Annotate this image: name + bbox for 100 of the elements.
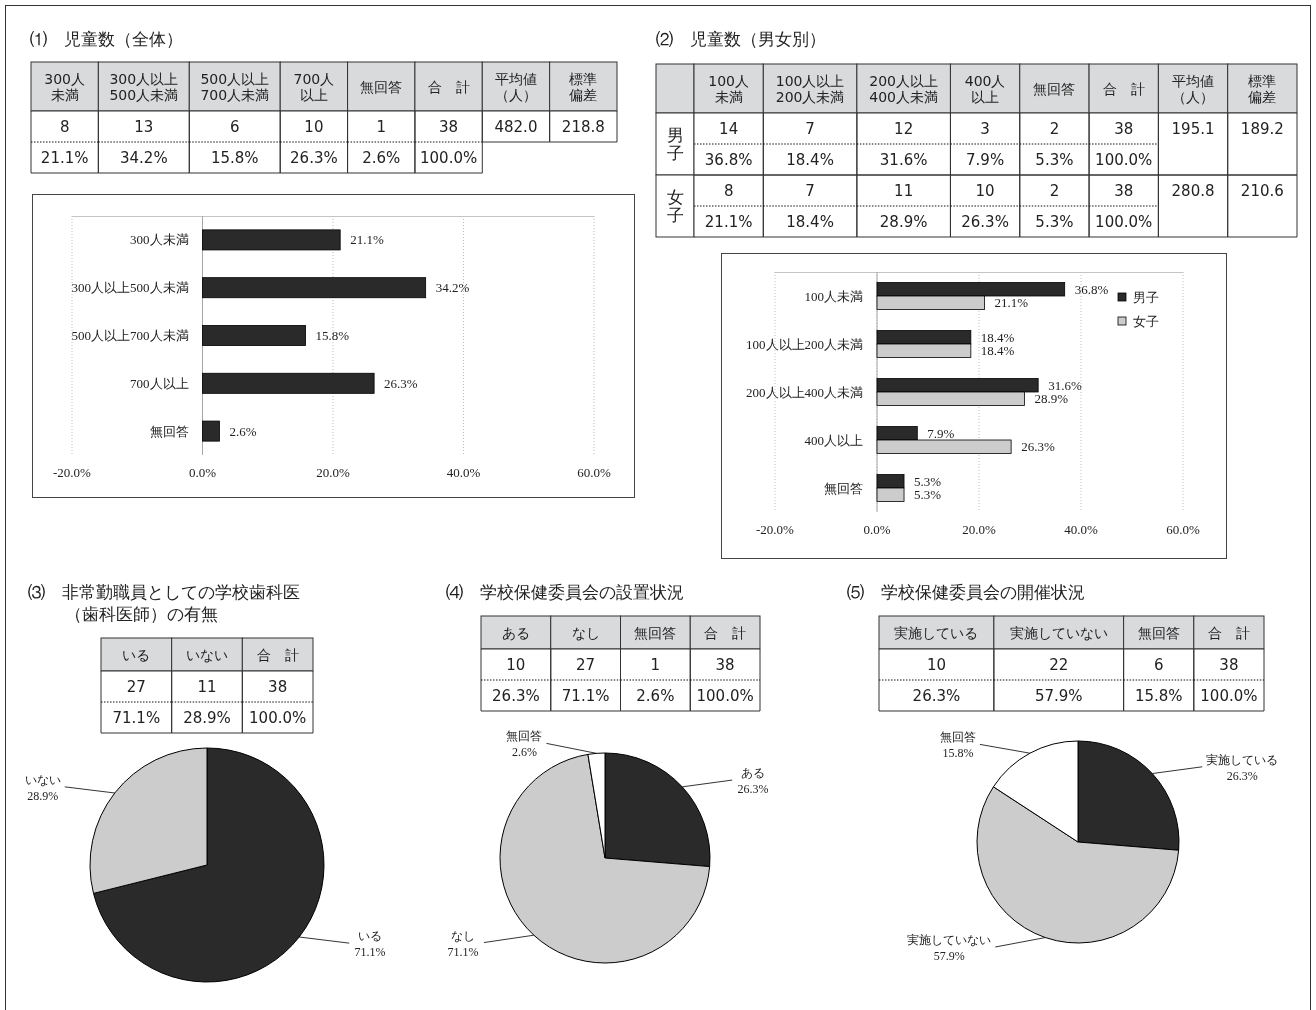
category-label: 500人以上700人未満	[200, 70, 270, 103]
data-label: 31.6%	[879, 150, 928, 169]
category-label: 合 計	[1207, 624, 1250, 641]
category-label: 300人未満	[44, 70, 86, 103]
bar	[202, 325, 306, 346]
data-label: 11	[894, 181, 914, 200]
slice-label: いない	[24, 772, 61, 787]
series-label: 女子	[666, 187, 684, 225]
category-label: いない	[186, 646, 228, 663]
x-tick-label: 0.0%	[863, 522, 891, 537]
y-tick-label: 200人以上400人未満	[746, 384, 863, 400]
data-label: 18.4%	[786, 150, 834, 169]
text: ⑸ 学校保健委員会の開催状況	[847, 582, 1085, 602]
data-label: 7	[805, 119, 815, 138]
category-label: 合 計	[427, 78, 470, 95]
data-label: 38	[268, 677, 288, 696]
data-label: 2.6%	[229, 423, 257, 439]
data-label: 8	[723, 181, 734, 200]
data-label: 3	[980, 119, 990, 138]
category-label: 平均値（人）	[494, 70, 537, 103]
text: ⑵ 児童数（男女別）	[656, 29, 826, 49]
data-label: 2	[1049, 181, 1060, 200]
data-label: 38	[1114, 119, 1134, 138]
bar	[202, 229, 341, 251]
slice-label: 実施していない	[907, 933, 992, 948]
legend-label: 男子	[1133, 289, 1159, 305]
data-label: 31.6%	[1048, 377, 1082, 393]
legend-label: 女子	[1133, 313, 1159, 329]
data-label: 100.0%	[249, 708, 307, 727]
y-tick-label: 無回答	[824, 480, 863, 496]
bar	[202, 372, 375, 394]
category-label: ある	[501, 624, 530, 641]
data-label: 218.8	[561, 117, 605, 136]
category-label: 無回答	[360, 78, 403, 95]
data-label: 38	[715, 655, 735, 674]
data-label: 100.0%	[1200, 686, 1258, 705]
data-label: 28.9%	[27, 788, 59, 803]
data-label: 21.1%	[994, 295, 1029, 311]
data-label: 21.1%	[350, 232, 384, 248]
data-label: 34.2%	[435, 280, 470, 296]
x-tick-label: 60.0%	[577, 465, 611, 480]
category-label: 平均値（人）	[1172, 72, 1215, 105]
data-label: 1	[376, 117, 387, 136]
text: ⑷ 学校保健委員会の設置状況	[446, 582, 684, 602]
slice-label: 実施している	[1206, 752, 1279, 767]
x-tick-label: 20.0%	[316, 465, 350, 480]
data-label: 482.0	[494, 117, 538, 136]
data-label: 10	[304, 117, 324, 136]
slice-label: なし	[451, 928, 476, 943]
category-label: 400人以上	[964, 72, 1006, 105]
data-label: 26.3%	[961, 212, 1009, 231]
data-label: 38	[1219, 655, 1239, 674]
data-label: 28.9%	[879, 212, 928, 231]
data-label: 5.3%	[914, 473, 942, 489]
data-label: 38	[439, 117, 459, 136]
data-label: 2.6%	[636, 686, 675, 705]
category-label: 無回答	[1033, 80, 1076, 97]
x-tick-label: -20.0%	[53, 465, 92, 480]
data-label: 5.3%	[1035, 150, 1074, 169]
data-label: 21.1%	[40, 148, 89, 167]
data-label: 15.8%	[1134, 686, 1183, 705]
data-label: 71.1%	[561, 686, 610, 705]
slice-label: ある	[741, 766, 766, 781]
data-label: 28.9%	[183, 708, 231, 727]
y-tick-label: 100人以上200人未満	[746, 336, 863, 352]
data-label: 21.1%	[704, 212, 753, 231]
data-label: 12	[894, 119, 914, 138]
y-tick-label: 700人以上	[130, 375, 189, 391]
y-tick-label: 100人未満	[804, 288, 863, 304]
y-tick-label: 300人以上500人未満	[71, 280, 189, 296]
y-tick-label: 無回答	[149, 423, 189, 439]
x-tick-label: 0.0%	[188, 465, 217, 480]
data-label: 18.4%	[786, 212, 834, 231]
x-tick-label: 20.0%	[962, 522, 996, 537]
pie-slice	[93, 747, 325, 983]
data-label: 2.6%	[511, 745, 537, 760]
data-label: 26.3%	[290, 148, 338, 167]
x-tick-label: 40.0%	[1064, 522, 1098, 537]
category-label: 無回答	[1137, 624, 1180, 641]
bar	[202, 420, 220, 442]
data-label: 100.0%	[1095, 150, 1153, 169]
data-label: 18.4%	[980, 343, 1015, 359]
y-tick-label: 400人以上	[804, 432, 863, 448]
data-label: 57.9%	[1034, 686, 1083, 705]
data-label: 36.8%	[1074, 281, 1109, 297]
data-label: 10	[506, 655, 526, 674]
data-label: 195.1	[1171, 119, 1215, 138]
y-tick-label: 300人未満	[130, 232, 189, 248]
text: ⑶ 非常勤職員としての学校歯科医（歯科医師）の有無	[28, 582, 300, 624]
data-label: 26.3%	[1226, 768, 1258, 783]
data-label: 26.3%	[492, 686, 540, 705]
data-label: 7.9%	[966, 150, 1005, 169]
category-label: 合 計	[704, 624, 747, 641]
slice-label: 無回答	[939, 730, 976, 745]
data-label: 34.2%	[119, 148, 168, 167]
data-label: 13	[134, 117, 154, 136]
slice-label: 無回答	[506, 729, 543, 744]
data-label: 210.6	[1240, 181, 1284, 200]
data-label: 5.3%	[914, 487, 942, 503]
data-label: 189.2	[1240, 119, 1284, 138]
